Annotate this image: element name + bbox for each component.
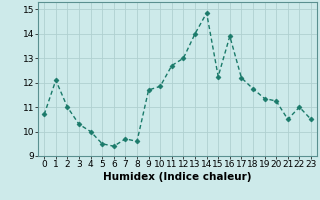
X-axis label: Humidex (Indice chaleur): Humidex (Indice chaleur) [103,172,252,182]
